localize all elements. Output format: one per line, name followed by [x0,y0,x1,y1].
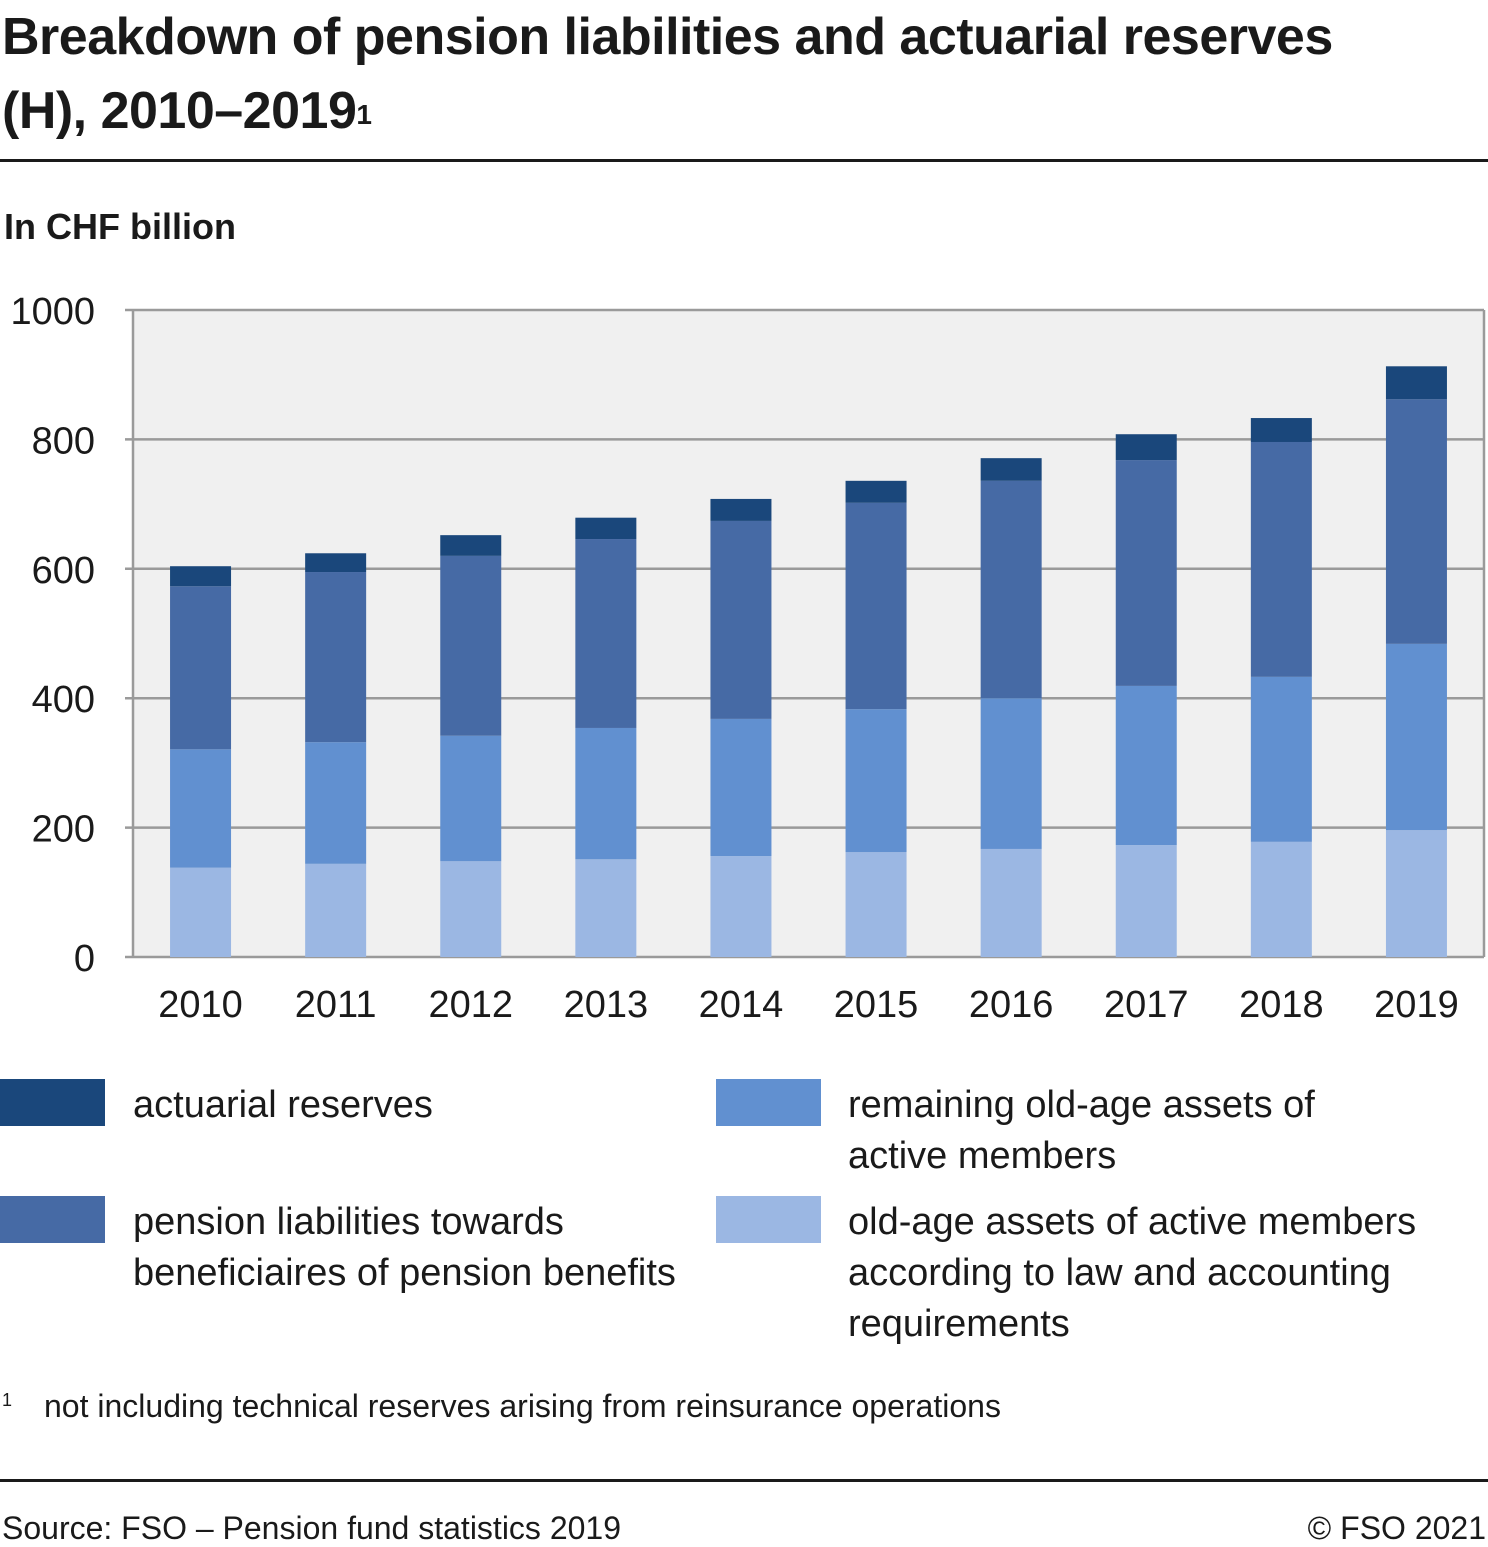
legend-label: remaining old-age assets of active membe… [848,1084,1315,1177]
bar-segment [980,480,1042,699]
bar-segment [575,539,637,728]
x-tick-label: 2012 [428,984,513,1026]
x-tick-label: 2017 [1104,984,1189,1026]
x-tick-label: 2018 [1239,984,1324,1026]
x-tick-label: 2016 [969,984,1054,1026]
footnote-marker: 1 [2,1390,13,1410]
bar-segment [980,698,1042,849]
footnote: not including technical reserves arising… [44,1388,1001,1424]
y-tick-label: 400 [32,679,95,721]
bar-segment [845,709,907,853]
bar-segment [1115,460,1177,686]
bar-segment [440,535,502,556]
bar-segment [710,520,772,719]
bar-segment [980,848,1042,957]
y-tick-label: 1000 [10,291,95,333]
bar-segment [1385,399,1447,644]
source: Source: FSO – Pension fund statistics 20… [2,1510,621,1546]
legend-swatch-pension-liabilities [0,1196,105,1243]
bar-segment [1250,676,1312,842]
legend-label: actuarial reserves [133,1084,433,1126]
x-tick-label: 2013 [564,984,649,1026]
bar-segment [710,718,772,857]
bar-segment [305,742,367,864]
chart-plot: 0 200 400 600 800 1000 2010 2011 2012 2013 2014 201… [10,291,1486,1026]
y-tick-label: 800 [32,420,95,462]
x-tick-label: 2014 [699,984,784,1026]
bar-segment [845,502,907,710]
bar-segment [305,572,367,743]
legend-swatch-remaining-assets [716,1079,821,1126]
y-tick-label: 600 [32,550,95,592]
bar-segment [440,735,502,862]
bar-segment [1250,841,1312,957]
bar-segment [1250,441,1312,677]
title-text: Breakdown of pension liabilities and act… [2,8,1333,140]
legend-swatch-old-age-assets [716,1196,821,1243]
y-tick-label: 200 [32,809,95,851]
bar-segment [575,859,637,957]
divider [0,1479,1488,1482]
x-tick-label: 2010 [158,984,243,1026]
legend-label: pension liabilities towards beneficiaire… [133,1201,676,1294]
bar-segment [1385,366,1447,400]
title-footnote-marker: 1 [356,99,372,130]
bar-segment [1250,418,1312,442]
bar-segment [170,749,232,868]
legend-label: old-age assets of active members accordi… [848,1201,1417,1345]
bar-segment [845,480,907,503]
bar-segment [305,863,367,957]
bar-segment [575,727,637,860]
bar-segment [1385,830,1447,957]
x-tick-label: 2019 [1374,984,1459,1026]
chart-title: Breakdown of pension liabilities and act… [2,0,1402,148]
x-tick-label: 2011 [295,984,377,1026]
y-tick-label: 0 [74,938,95,980]
bar-segment [575,517,637,540]
bar-segment [1115,685,1177,846]
bar-segment [305,553,367,573]
bar-segment [710,498,772,521]
bar-segment [170,586,232,750]
legend-swatch-actuarial-reserves [0,1079,105,1126]
bar-segment [1115,434,1177,461]
unit-label: In CHF billion [4,206,236,247]
bar-segment [170,566,232,587]
bar-segment [440,861,502,957]
x-tick-label: 2015 [834,984,919,1026]
bar-segment [1115,845,1177,957]
bar-segment [710,856,772,957]
divider [0,159,1488,162]
bar-segment [845,852,907,957]
bar-segment [980,458,1042,481]
copyright: © FSO 2021 [1307,1510,1486,1546]
bar-segment [170,867,232,957]
bar-segment [440,555,502,736]
bar-segment [1385,643,1447,831]
